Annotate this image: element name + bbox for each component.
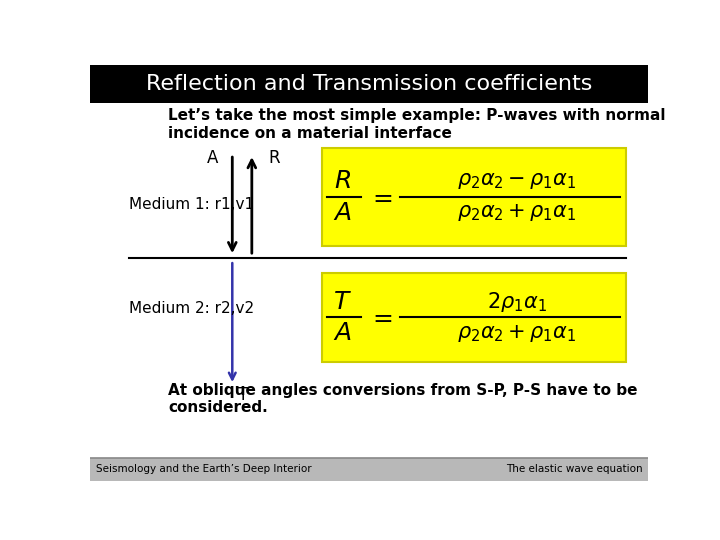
Text: $\rho_2\alpha_2 + \rho_1\alpha_1$: $\rho_2\alpha_2 + \rho_1\alpha_1$ (457, 323, 577, 343)
Text: Seismology and the Earth’s Deep Interior: Seismology and the Earth’s Deep Interior (96, 464, 311, 474)
Text: $\rho_2\alpha_2 - \rho_1\alpha_1$: $\rho_2\alpha_2 - \rho_1\alpha_1$ (457, 171, 577, 191)
Text: $=$: $=$ (368, 185, 392, 209)
Text: Medium 2: r2,v2: Medium 2: r2,v2 (129, 301, 254, 315)
Bar (90, 65, 648, 104)
Text: Reflection and Transmission coefficients: Reflection and Transmission coefficients (146, 74, 592, 94)
Text: $A$: $A$ (333, 321, 352, 345)
Text: $\rho_2\alpha_2 + \rho_1\alpha_1$: $\rho_2\alpha_2 + \rho_1\alpha_1$ (457, 202, 577, 223)
Bar (322, 148, 626, 246)
Text: T: T (238, 386, 248, 404)
Bar (90, 458, 648, 481)
Text: R: R (269, 150, 280, 167)
Text: $T$: $T$ (333, 289, 352, 314)
Text: The elastic wave equation: The elastic wave equation (505, 464, 642, 474)
Text: $2\rho_1\alpha_1$: $2\rho_1\alpha_1$ (487, 289, 547, 314)
Text: $A$: $A$ (333, 201, 352, 225)
Text: At oblique angles conversions from S-P, P-S have to be
considered.: At oblique angles conversions from S-P, … (168, 383, 638, 415)
Bar (322, 273, 626, 362)
Text: $R$: $R$ (334, 169, 351, 193)
Text: A: A (207, 150, 218, 167)
Text: $=$: $=$ (368, 306, 392, 329)
Text: Medium 1: r1,v1: Medium 1: r1,v1 (129, 197, 254, 212)
Text: Let’s take the most simple example: P-waves with normal
incidence on a material : Let’s take the most simple example: P-wa… (168, 109, 665, 141)
